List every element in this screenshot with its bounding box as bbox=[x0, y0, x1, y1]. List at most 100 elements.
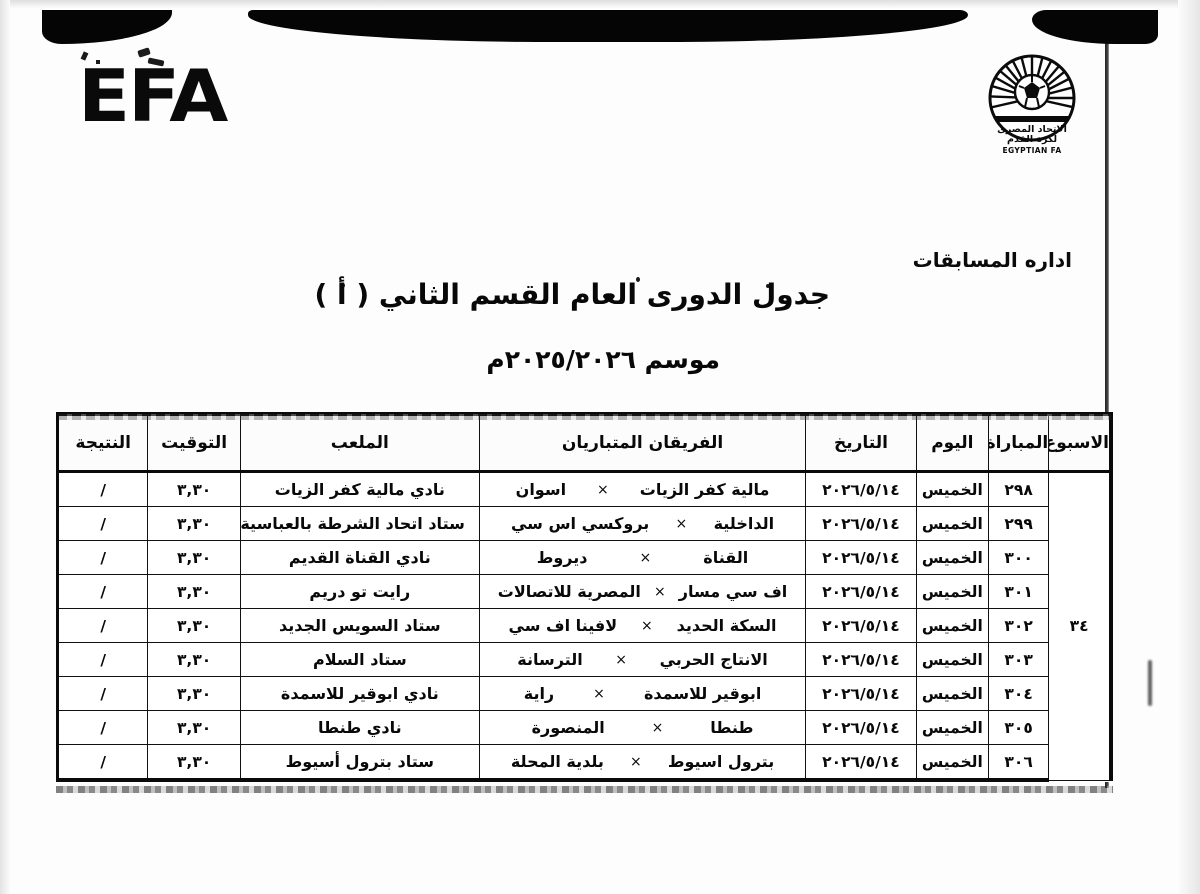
cell-day: الخميس bbox=[915, 471, 989, 507]
column-header-stadium: الملعب bbox=[239, 412, 480, 473]
table-body: ٣٤ ٢٩٨ الخميس ٢٠٢٦/٥/١٤ مالية كفر الزيات × اسو… bbox=[56, 471, 1112, 782]
cell-teams: السكة الحديد × لافينا اف سي bbox=[478, 608, 807, 643]
season-label: موسم ٢٠٢٥/٢٠٢٦م bbox=[486, 345, 720, 374]
cell-day: الخميس bbox=[915, 574, 989, 609]
team-away: المنصورة bbox=[531, 718, 605, 737]
cell-date: ٢٠٢٦/٥/١٤ bbox=[805, 506, 917, 541]
cell-result: / bbox=[56, 506, 149, 541]
table-row: ٣٠٤ الخميس ٢٠٢٦/٥/١٤ ابوقير للاسمدة × راية ناد… bbox=[56, 676, 1112, 711]
cell-result: / bbox=[56, 471, 149, 507]
team-home: ابوقير للاسمدة bbox=[643, 684, 762, 703]
cell-result: / bbox=[56, 642, 149, 677]
scan-noise-bottom bbox=[56, 786, 1113, 793]
team-home: السكة الحديد bbox=[676, 616, 777, 635]
cell-match-number: ٣٠٦ bbox=[987, 744, 1050, 782]
cell-match-number: ٢٩٩ bbox=[987, 506, 1050, 541]
cell-result: / bbox=[56, 574, 149, 609]
page-spine-shadow bbox=[1105, 18, 1109, 788]
team-away: لافينا اف سي bbox=[508, 616, 618, 635]
cell-teams: طنطا × المنصورة bbox=[478, 710, 807, 745]
table-row: ٣٠٦ الخميس ٢٠٢٦/٥/١٤ بترول اسيوط × بلدية المح… bbox=[56, 744, 1112, 782]
stadium-name: نادي مالية كفر الزيات bbox=[274, 480, 445, 499]
scan-speck bbox=[766, 284, 770, 288]
department-label: اداره المسابقات bbox=[912, 248, 1072, 272]
cell-day: الخميس bbox=[915, 744, 989, 782]
team-home: مالية كفر الزيات bbox=[639, 480, 770, 499]
match-schedule-table: الاسبوع المباراة اليوم التاريخ الفريقان … bbox=[56, 412, 1113, 782]
table-row: ٣٠٢ الخميس ٢٠٢٦/٥/١٤ السكة الحديد × لافينا اف… bbox=[56, 608, 1112, 643]
cell-teams: الانتاج الحربي × الترسانة bbox=[478, 642, 807, 677]
stadium-name: ستاد بترول أسيوط bbox=[285, 752, 434, 771]
cell-match-number: ٣٠٠ bbox=[987, 540, 1050, 575]
team-away: المصرية للاتصالات bbox=[497, 582, 641, 601]
versus-separator: × bbox=[597, 481, 609, 498]
scan-speck bbox=[96, 60, 100, 64]
table-row: ٣٠٥ الخميس ٢٠٢٦/٥/١٤ طنطا × المنصورة نادي طنطا… bbox=[56, 710, 1112, 745]
team-away: الترسانة bbox=[517, 650, 583, 669]
egyptian-fa-crest-logo: الاتحاد المصرى لكرة القدم EGYPTIAN FA bbox=[986, 48, 1078, 160]
cell-time: ٣,٣٠ bbox=[147, 471, 241, 507]
cell-date: ٢٠٢٦/٥/١٤ bbox=[805, 710, 917, 745]
cell-week: ٣٤ bbox=[1048, 471, 1112, 781]
table-header-row: الاسبوع المباراة اليوم التاريخ الفريقان … bbox=[56, 412, 1112, 473]
scan-speck bbox=[340, 283, 345, 288]
stadium-name: ستاد اتحاد الشرطة بالعباسية bbox=[240, 514, 465, 533]
scan-shadow-left bbox=[42, 10, 172, 44]
stadium-name: رايت تو دريم bbox=[309, 582, 411, 601]
page-edge-left bbox=[0, 0, 10, 894]
cell-match-number: ٣٠٣ bbox=[987, 642, 1050, 677]
page-edge-top bbox=[0, 0, 1200, 8]
stadium-name: ستاد السويس الجديد bbox=[279, 616, 441, 635]
cell-match-number: ٣٠٥ bbox=[987, 710, 1050, 745]
stadium-name: نادي القناة القديم bbox=[288, 548, 431, 567]
cell-match-number: ٢٩٨ bbox=[987, 471, 1050, 507]
scan-noise-header bbox=[58, 414, 1111, 420]
cell-stadium: رايت تو دريم bbox=[239, 574, 480, 609]
cell-teams: بترول اسيوط × بلدية المحلة bbox=[478, 744, 807, 782]
table-row: ٢٩٩ الخميس ٢٠٢٦/٥/١٤ الداخلية × بروكسي اس سي س… bbox=[56, 506, 1112, 541]
team-away: بلدية المحلة bbox=[510, 752, 604, 771]
team-home: طنطا bbox=[710, 718, 754, 737]
cell-day: الخميس bbox=[915, 642, 989, 677]
table-row: ٣٠٠ الخميس ٢٠٢٦/٥/١٤ القناة × ديروط نادي القنا… bbox=[56, 540, 1112, 575]
cell-match-number: ٣٠١ bbox=[987, 574, 1050, 609]
versus-separator: × bbox=[593, 685, 605, 702]
team-home: القناة bbox=[703, 548, 749, 567]
cell-stadium: ستاد اتحاد الشرطة بالعباسية bbox=[239, 506, 480, 541]
team-home: اف سي مسار bbox=[678, 582, 788, 601]
versus-separator: × bbox=[639, 549, 652, 566]
table-row: ٣٤ ٢٩٨ الخميس ٢٠٢٦/٥/١٤ مالية كفر الزيات × اسو… bbox=[56, 471, 1112, 781]
cell-day: الخميس bbox=[915, 676, 989, 711]
cell-result: / bbox=[56, 744, 149, 782]
stadium-name: نادي طنطا bbox=[317, 718, 402, 737]
team-home: الانتاج الحربي bbox=[659, 650, 768, 669]
crest-arabic-line2: لكرة القدم bbox=[1007, 134, 1057, 145]
cell-time: ٣,٣٠ bbox=[147, 710, 241, 745]
cell-teams: ابوقير للاسمدة × راية bbox=[478, 676, 807, 711]
team-away: راية bbox=[523, 684, 555, 703]
cell-stadium: نادي القناة القديم bbox=[239, 540, 480, 575]
cell-date: ٢٠٢٦/٥/١٤ bbox=[805, 676, 917, 711]
cell-date: ٢٠٢٦/٥/١٤ bbox=[805, 574, 917, 609]
scan-shadow-band bbox=[0, 6, 1200, 46]
stadium-name: ستاد السلام bbox=[312, 650, 407, 669]
cell-date: ٢٠٢٦/٥/١٤ bbox=[805, 608, 917, 643]
cell-result: / bbox=[56, 710, 149, 745]
column-header-teams: الفريقان المتباريان bbox=[478, 412, 807, 473]
team-away: بروكسي اس سي bbox=[510, 514, 650, 533]
efa-wordmark: EFA bbox=[78, 54, 228, 138]
versus-separator: × bbox=[641, 617, 653, 634]
versus-separator: × bbox=[653, 583, 666, 600]
cell-day: الخميس bbox=[915, 710, 989, 745]
column-header-time: التوقيت bbox=[147, 412, 241, 473]
cell-time: ٣,٣٠ bbox=[147, 608, 241, 643]
cell-day: الخميس bbox=[915, 506, 989, 541]
crest-latin-text: EGYPTIAN FA bbox=[1002, 146, 1061, 155]
cell-match-number: ٣٠٢ bbox=[987, 608, 1050, 643]
cell-stadium: نادي ابوقير للاسمدة bbox=[239, 676, 480, 711]
cell-time: ٣,٣٠ bbox=[147, 676, 241, 711]
cell-teams: الداخلية × بروكسي اس سي bbox=[478, 506, 807, 541]
cell-stadium: نادي مالية كفر الزيات bbox=[239, 471, 480, 507]
cell-time: ٣,٣٠ bbox=[147, 642, 241, 677]
column-header-match: المباراة bbox=[987, 412, 1050, 473]
